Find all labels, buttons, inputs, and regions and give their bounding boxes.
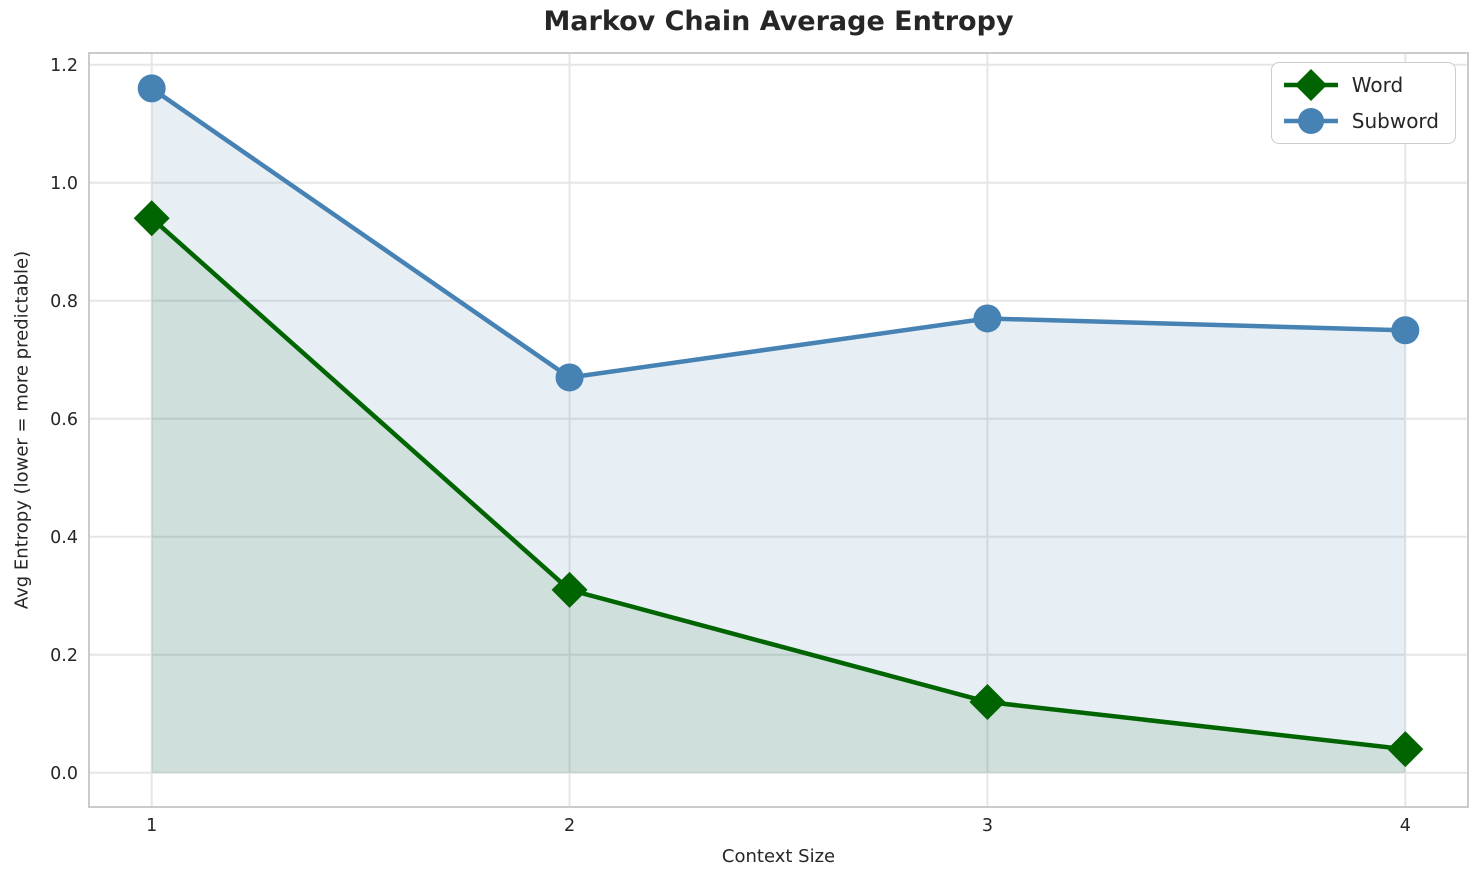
subword-marker (137, 74, 166, 103)
legend-label: Subword (1351, 109, 1439, 133)
y-tick-label: 1.0 (50, 174, 78, 194)
y-axis-label: Avg Entropy (lower = more predictable) (11, 250, 33, 610)
word-marker (133, 200, 170, 237)
chart-title: Markov Chain Average Entropy (543, 6, 1014, 37)
subword-marker (555, 363, 584, 392)
word-line (149, 215, 1408, 752)
legend: Word Subword (1270, 62, 1456, 144)
word-marker (1387, 731, 1424, 768)
subword-line (149, 86, 1408, 380)
x-axis-label: Context Size (721, 846, 836, 867)
legend-circle-icon (1283, 108, 1338, 134)
x-tick-label: 3 (982, 816, 993, 836)
y-tick-label: 0.8 (50, 292, 78, 312)
plot-border (88, 52, 1469, 808)
x-tick-label: 1 (146, 816, 157, 836)
subword-area-fill (151, 88, 1406, 773)
legend-diamond-icon (1283, 69, 1338, 101)
y-tick-label: 0.0 (50, 764, 78, 784)
x-tick-label: 2 (564, 816, 575, 836)
legend-item-word: Word (1282, 68, 1439, 102)
word-marker (969, 683, 1006, 720)
y-tick-label: 0.6 (50, 410, 78, 430)
y-tick-label: 0.4 (50, 528, 78, 548)
subword-marker (973, 304, 1002, 333)
legend-item-subword: Subword (1282, 104, 1439, 138)
word-area-fill (151, 218, 1406, 773)
x-tick-label: 4 (1400, 816, 1411, 836)
subword-marker (1391, 316, 1420, 345)
y-tick-label: 1.2 (50, 56, 78, 76)
y-tick-label: 0.2 (50, 646, 78, 666)
word-marker (551, 571, 588, 608)
legend-label: Word (1351, 73, 1404, 97)
